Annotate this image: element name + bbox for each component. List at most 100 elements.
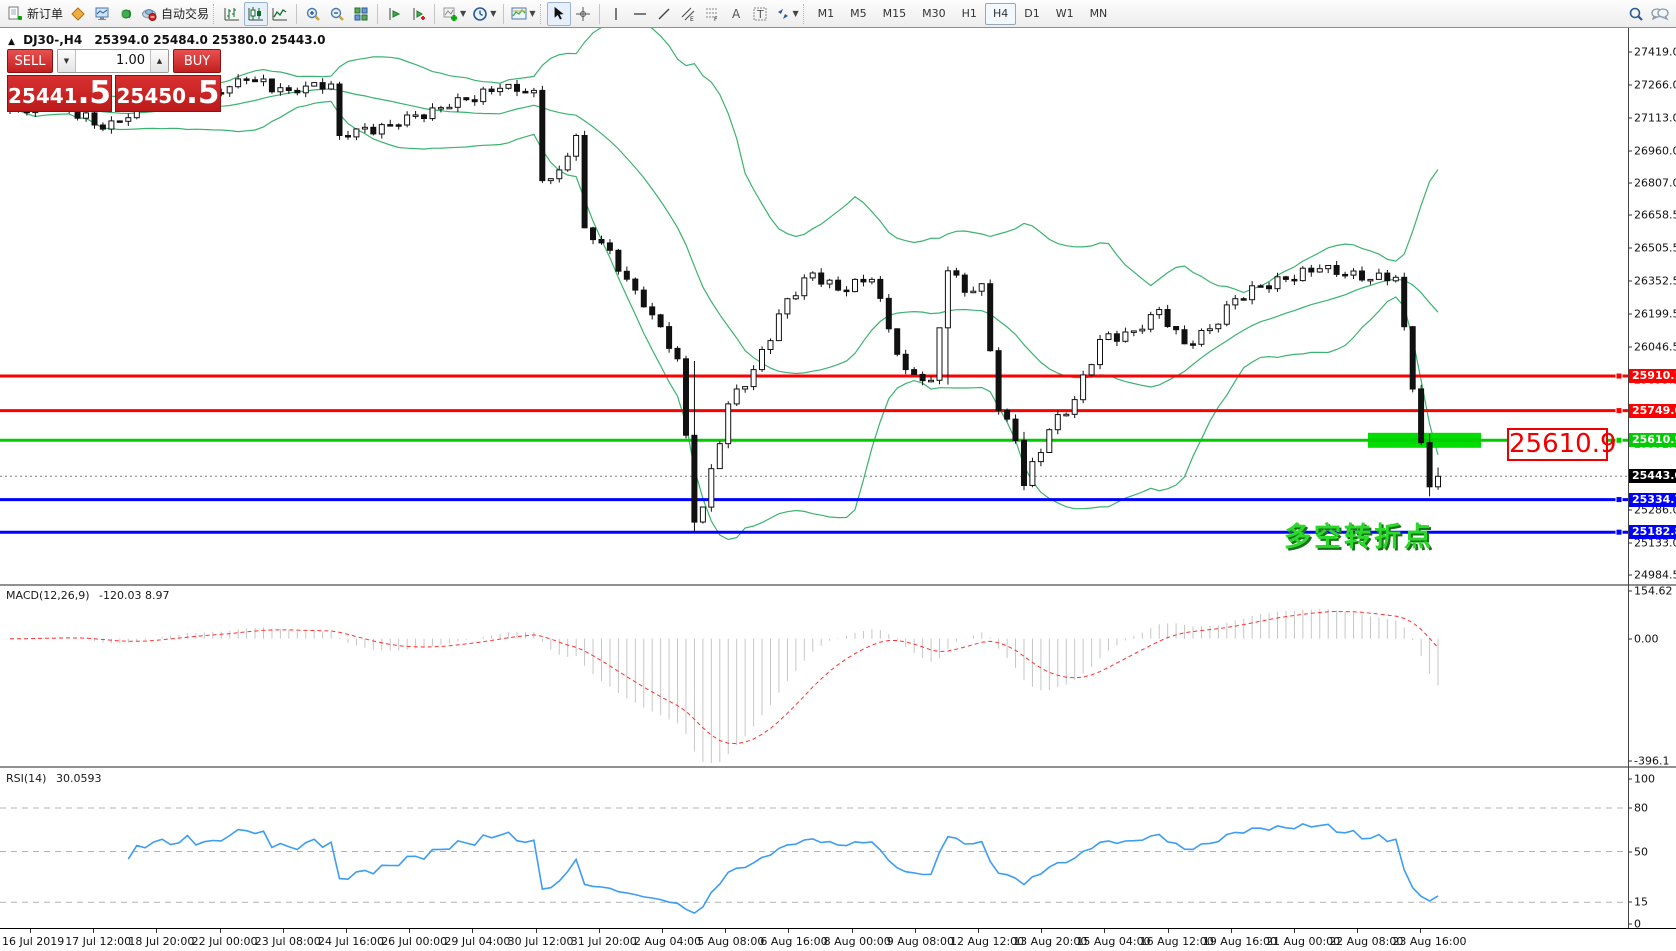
macd-axis-label: -396.1 <box>1634 754 1670 768</box>
collapse-triangle-icon[interactable]: ▲ <box>8 37 15 47</box>
bar-chart-button[interactable] <box>220 2 244 26</box>
turning-point-annotation[interactable]: 多空转折点 <box>1284 522 1434 553</box>
tile-windows-button[interactable] <box>349 2 373 26</box>
fibonacci-icon: F <box>704 6 720 22</box>
fibonacci-tool-button[interactable]: F <box>700 2 724 26</box>
time-axis-tick <box>662 929 663 933</box>
zoom-out-button[interactable] <box>325 2 349 26</box>
time-axis-label: 12 Aug 12:00 <box>950 935 1025 948</box>
trendline-tool-button[interactable] <box>652 2 676 26</box>
time-axis-tick <box>1230 929 1232 933</box>
text-tool-button[interactable]: A <box>724 2 748 26</box>
periods-button[interactable]: ▼ <box>469 2 499 26</box>
sell-price-box[interactable]: 25441 .5 <box>7 75 112 112</box>
auto-scroll-button[interactable] <box>382 2 406 26</box>
time-axis-tick <box>472 929 474 933</box>
rsi-panel[interactable] <box>0 768 1676 928</box>
macd-name: MACD(12,26,9) <box>6 589 90 602</box>
level-drag-handle[interactable] <box>1615 496 1623 504</box>
rsi-label: RSI(14) 30.0593 <box>6 772 101 785</box>
price-tick-label: 26960.0 <box>1634 144 1676 158</box>
level-drag-handle[interactable] <box>1615 407 1623 415</box>
level-drag-handle[interactable] <box>1615 372 1623 380</box>
add-indicator-button[interactable]: ▼ <box>439 2 469 26</box>
timeframe-m5[interactable]: M5 <box>850 7 867 20</box>
clock-icon <box>472 6 488 22</box>
autotrading-button[interactable]: 自动交易 <box>138 2 212 26</box>
templates-button[interactable]: ▼ <box>508 2 538 26</box>
macd-axis-label: 0.00 <box>1634 632 1659 646</box>
charts-button[interactable] <box>90 2 114 26</box>
line-chart-button[interactable] <box>268 2 292 26</box>
rsi-axis-tick <box>1628 923 1632 925</box>
time-axis-label: 19 Aug 16:00 <box>1202 935 1277 948</box>
crosshair-tool-button[interactable] <box>571 2 595 26</box>
price-tick <box>1628 509 1632 511</box>
text-label-tool-button[interactable]: T <box>748 2 772 26</box>
main-chart-panel[interactable] <box>0 28 1676 584</box>
toolbar-separator <box>434 3 436 24</box>
toolbar-grip <box>539 3 544 24</box>
timeframe-m30[interactable]: M30 <box>922 7 946 20</box>
price-tick-label: 27266.0 <box>1634 78 1676 92</box>
time-axis-tick <box>978 929 979 933</box>
price-tick-label: 25286.0 <box>1634 503 1676 517</box>
community-chat-button[interactable] <box>1648 2 1672 26</box>
cursor-tool-button[interactable] <box>546 1 571 26</box>
volume-decrease-button[interactable]: ▼ <box>58 50 76 72</box>
dropdown-arrow-icon: ▼ <box>490 9 497 18</box>
time-axis-label: 8 Aug 00:00 <box>823 935 891 948</box>
timeframe-h1[interactable]: H1 <box>961 7 977 20</box>
price-callout-label[interactable]: 25610.9 <box>1507 428 1617 461</box>
vertical-line-tool-button[interactable] <box>604 2 628 26</box>
horizontal-line-tool-button[interactable] <box>628 2 652 26</box>
new-order-button[interactable]: 新订单 <box>4 2 66 26</box>
symbol-period: DJ30-,H4 <box>23 33 83 47</box>
buy-price-box[interactable]: 25450 .5 <box>115 75 221 112</box>
time-axis-tick <box>1294 929 1295 933</box>
arrows-icon <box>775 6 791 22</box>
axis-divider-line <box>1628 28 1629 928</box>
rsi-axis-tick <box>1628 901 1632 903</box>
signals-button[interactable] <box>114 2 138 26</box>
panel-splitter[interactable] <box>0 766 1676 768</box>
timeframe-d1[interactable]: D1 <box>1024 7 1040 20</box>
sell-button[interactable]: SELL <box>7 49 53 73</box>
time-axis-tick <box>219 929 221 933</box>
channel-tool-button[interactable]: E <box>676 2 700 26</box>
timeframe-h4[interactable]: H4 <box>984 2 1017 25</box>
timeframe-m1[interactable]: M1 <box>817 7 835 20</box>
toolbar-separator <box>598 3 600 24</box>
candlestick-chart-button[interactable] <box>244 1 269 26</box>
panel-splitter[interactable] <box>0 584 1676 586</box>
chart-shift-button[interactable] <box>406 2 430 26</box>
profiles-button[interactable] <box>66 2 90 26</box>
buy-button[interactable]: BUY <box>173 49 221 73</box>
bar-chart-icon <box>224 6 240 22</box>
bollinger-band-line <box>9 28 1439 294</box>
price-tick <box>1628 214 1632 216</box>
timeframe-mn[interactable]: MN <box>1089 7 1108 20</box>
time-axis[interactable]: 16 Jul 2019 17 Jul 12:00 18 Jul 20:00 22 Ju… <box>0 928 1676 951</box>
macd-panel[interactable] <box>0 586 1676 766</box>
price-tick <box>1628 542 1632 544</box>
price-tick-label: 25133.0 <box>1634 536 1676 550</box>
candlestick-chart <box>0 28 1628 584</box>
rsi-axis-label: 50 <box>1634 845 1648 858</box>
chart-title: ▲ DJ30-,H4 25394.0 25484.0 25380.0 25443… <box>8 33 326 47</box>
volume-increase-button[interactable]: ▲ <box>150 50 168 72</box>
timeframe-m15[interactable]: M15 <box>882 7 907 20</box>
zoom-in-button[interactable] <box>301 2 325 26</box>
level-drag-handle[interactable] <box>1615 436 1623 444</box>
volume-input[interactable]: 1.00 <box>76 50 150 72</box>
arrows-tool-button[interactable]: ▼ <box>772 2 802 26</box>
timeframe-w1[interactable]: W1 <box>1055 7 1074 20</box>
macd-signal-line <box>10 610 1439 745</box>
search-button[interactable] <box>1624 2 1648 26</box>
horizontal-line-icon <box>632 6 648 22</box>
price-tick-label: 26505.5 <box>1634 241 1676 255</box>
rsi-axis-tick <box>1628 778 1632 780</box>
time-axis-label: 16 Jul 2019 <box>2 935 65 948</box>
level-drag-handle[interactable] <box>1615 528 1623 536</box>
time-axis-tick <box>30 929 31 933</box>
